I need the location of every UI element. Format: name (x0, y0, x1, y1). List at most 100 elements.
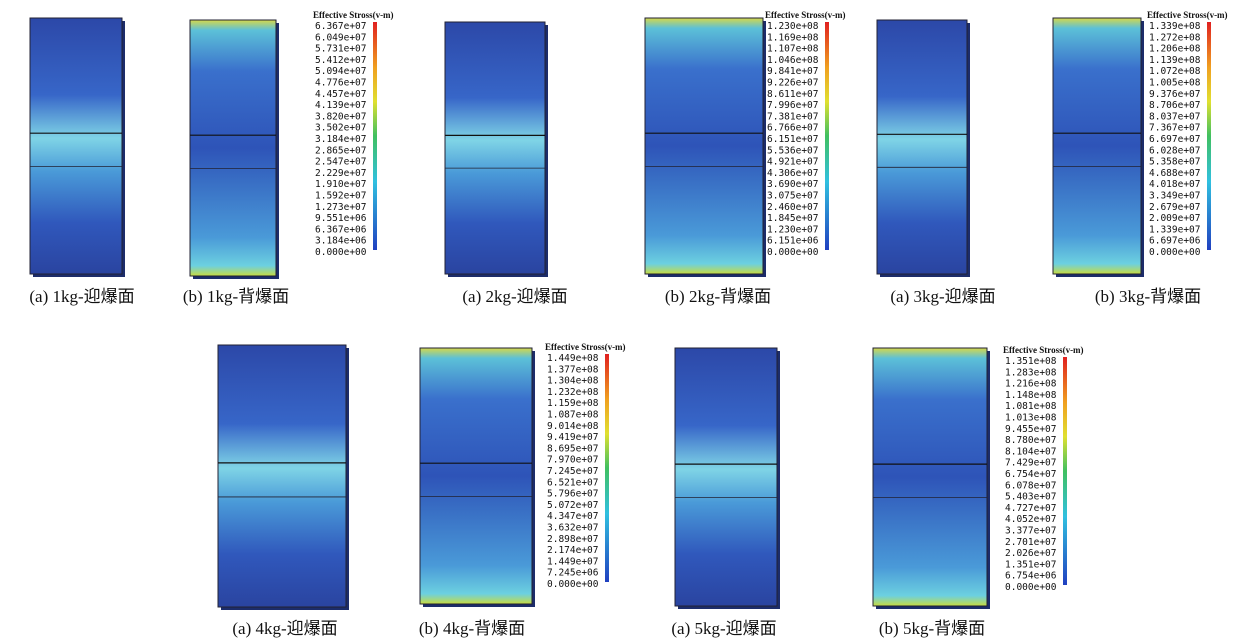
legend-label: 2.547e+07 (315, 157, 366, 168)
legend-label: 8.037e+07 (1149, 111, 1200, 122)
legend-label: 6.697e+06 (1149, 236, 1201, 247)
legend-label: 5.403e+07 (1005, 492, 1056, 503)
plate (877, 20, 967, 274)
legend-label: 4.727e+07 (1005, 503, 1056, 514)
legend-label: 3.184e+06 (315, 236, 367, 247)
caption: (a) 4kg-迎爆面 (232, 619, 337, 638)
legend-label: 5.796e+07 (547, 489, 598, 500)
caption: (b) 1kg-背爆面 (183, 287, 289, 306)
legend-label: 9.419e+07 (547, 432, 598, 443)
legend-label: 7.381e+07 (767, 111, 818, 122)
legend-label: 1.592e+07 (315, 191, 366, 202)
legend-label: 1.845e+07 (767, 213, 818, 224)
caption: (b) 4kg-背爆面 (419, 619, 525, 638)
legend-label: 6.078e+07 (1005, 480, 1056, 491)
legend-label: 0.000e+00 (767, 247, 819, 258)
colorbar (1207, 22, 1211, 250)
legend-label: 1.232e+08 (547, 387, 599, 398)
plate (873, 348, 987, 606)
legend-label: 1.272e+08 (1149, 32, 1201, 43)
legend-label: 4.139e+07 (315, 100, 366, 111)
legend-label: 1.216e+08 (1005, 379, 1057, 390)
legend-title: Effective Stross(v-m) (765, 10, 846, 20)
legend-label: 6.049e+07 (315, 32, 366, 43)
legend-title: Effective Stross(v-m) (1003, 345, 1084, 355)
legend-title: Effective Stross(v-m) (313, 10, 394, 20)
legend-label: 0.000e+00 (1005, 582, 1057, 593)
legend-label: 9.376e+07 (1149, 89, 1200, 100)
legend-label: 1.230e+07 (767, 224, 818, 235)
plate (218, 345, 346, 607)
legend-title: Effective Stross(v-m) (545, 342, 626, 352)
legend-title: Effective Stross(v-m) (1147, 10, 1228, 20)
legend-label: 4.688e+07 (1149, 168, 1200, 179)
legend-label: 2.679e+07 (1149, 202, 1200, 213)
legend-label: 4.306e+07 (767, 168, 818, 179)
colorbar (605, 354, 609, 582)
plate (190, 20, 276, 276)
plate (645, 18, 763, 274)
legend-label: 7.245e+07 (547, 466, 598, 477)
legend-label: 6.367e+06 (315, 224, 367, 235)
legend-label: 2.229e+07 (315, 168, 366, 179)
legend-label: 2.026e+07 (1005, 548, 1056, 559)
legend-label: 4.347e+07 (547, 511, 598, 522)
colorbar (825, 22, 829, 250)
plate (420, 348, 532, 604)
legend-label: 1.139e+08 (1149, 55, 1201, 66)
legend-label: 3.377e+07 (1005, 526, 1056, 537)
legend-label: 4.018e+07 (1149, 179, 1200, 190)
legend-label: 3.632e+07 (547, 523, 598, 534)
caption: (a) 2kg-迎爆面 (462, 287, 567, 306)
legend-label: 0.000e+00 (315, 247, 367, 258)
legend-label: 1.206e+08 (1149, 44, 1201, 55)
legend-label: 1.013e+08 (1005, 413, 1057, 424)
legend-label: 4.921e+07 (767, 157, 818, 168)
legend-label: 2.701e+07 (1005, 537, 1056, 548)
legend-label: 9.226e+07 (767, 78, 818, 89)
legend-label: 1.377e+08 (547, 364, 599, 375)
caption: (b) 2kg-背爆面 (665, 287, 771, 306)
legend-label: 5.094e+07 (315, 66, 366, 77)
legend-label: 1.005e+08 (1149, 78, 1201, 89)
legend-label: 1.449e+08 (547, 353, 599, 364)
legend-label: 5.536e+07 (767, 145, 818, 156)
legend-label: 8.611e+07 (767, 89, 818, 100)
legend-label: 1.169e+08 (767, 32, 819, 43)
legend-label: 1.449e+07 (547, 556, 598, 567)
legend-label: 1.081e+08 (1005, 401, 1057, 412)
legend-label: 6.028e+07 (1149, 145, 1200, 156)
legend-label: 1.283e+08 (1005, 367, 1057, 378)
legend-label: 4.776e+07 (315, 78, 366, 89)
caption: (a) 5kg-迎爆面 (671, 619, 776, 638)
legend-label: 3.075e+07 (767, 191, 818, 202)
legend-label: 1.339e+07 (1149, 224, 1200, 235)
legend-label: 6.754e+06 (1005, 571, 1057, 582)
legend-label: 1.273e+07 (315, 202, 366, 213)
legend-label: 9.014e+08 (547, 421, 599, 432)
caption: (a) 3kg-迎爆面 (890, 287, 995, 306)
legend-label: 7.245e+06 (547, 568, 599, 579)
legend-label: 3.349e+07 (1149, 191, 1200, 202)
legend-label: 1.230e+08 (767, 21, 819, 32)
legend-label: 2.898e+07 (547, 534, 598, 545)
legend-label: 9.841e+07 (767, 66, 818, 77)
figure: (a) 1kg-迎爆面 (b) 1kg-背爆面 (a) 2kg-迎爆面 (b) 2kg… (0, 0, 1259, 641)
plate (30, 18, 122, 274)
legend-label: 8.695e+07 (547, 443, 598, 454)
legend-label: 2.460e+07 (767, 202, 818, 213)
legend-label: 5.358e+07 (1149, 157, 1200, 168)
legend-label: 1.339e+08 (1149, 21, 1201, 32)
legend-label: 1.304e+08 (547, 376, 599, 387)
legend-label: 1.148e+08 (1005, 390, 1057, 401)
legend-label: 9.455e+07 (1005, 424, 1056, 435)
legend-label: 1.159e+08 (547, 398, 599, 409)
legend-label: 7.367e+07 (1149, 123, 1200, 134)
legend-label: 8.706e+07 (1149, 100, 1200, 111)
legend-label: 5.731e+07 (315, 44, 366, 55)
legend-label: 5.072e+07 (547, 500, 598, 511)
legend-label: 1.087e+08 (547, 410, 599, 421)
caption: (a) 1kg-迎爆面 (29, 287, 134, 306)
legend-label: 6.766e+07 (767, 123, 818, 134)
plate (445, 22, 545, 274)
